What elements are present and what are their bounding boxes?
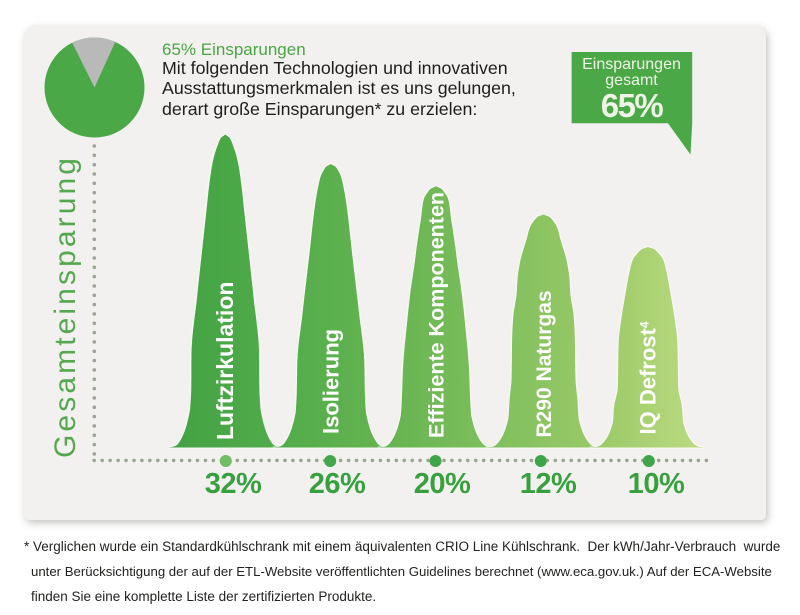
svg-text:R290 Naturgas: R290 Naturgas [533,290,556,437]
svg-text:IQ Defrost4: IQ Defrost4 [636,321,661,434]
svg-text:Luftzirkulation: Luftzirkulation [212,282,238,440]
svg-text:Isolierung: Isolierung [318,329,343,434]
svg-text:Effiziente Komponenten: Effiziente Komponenten [425,192,449,438]
